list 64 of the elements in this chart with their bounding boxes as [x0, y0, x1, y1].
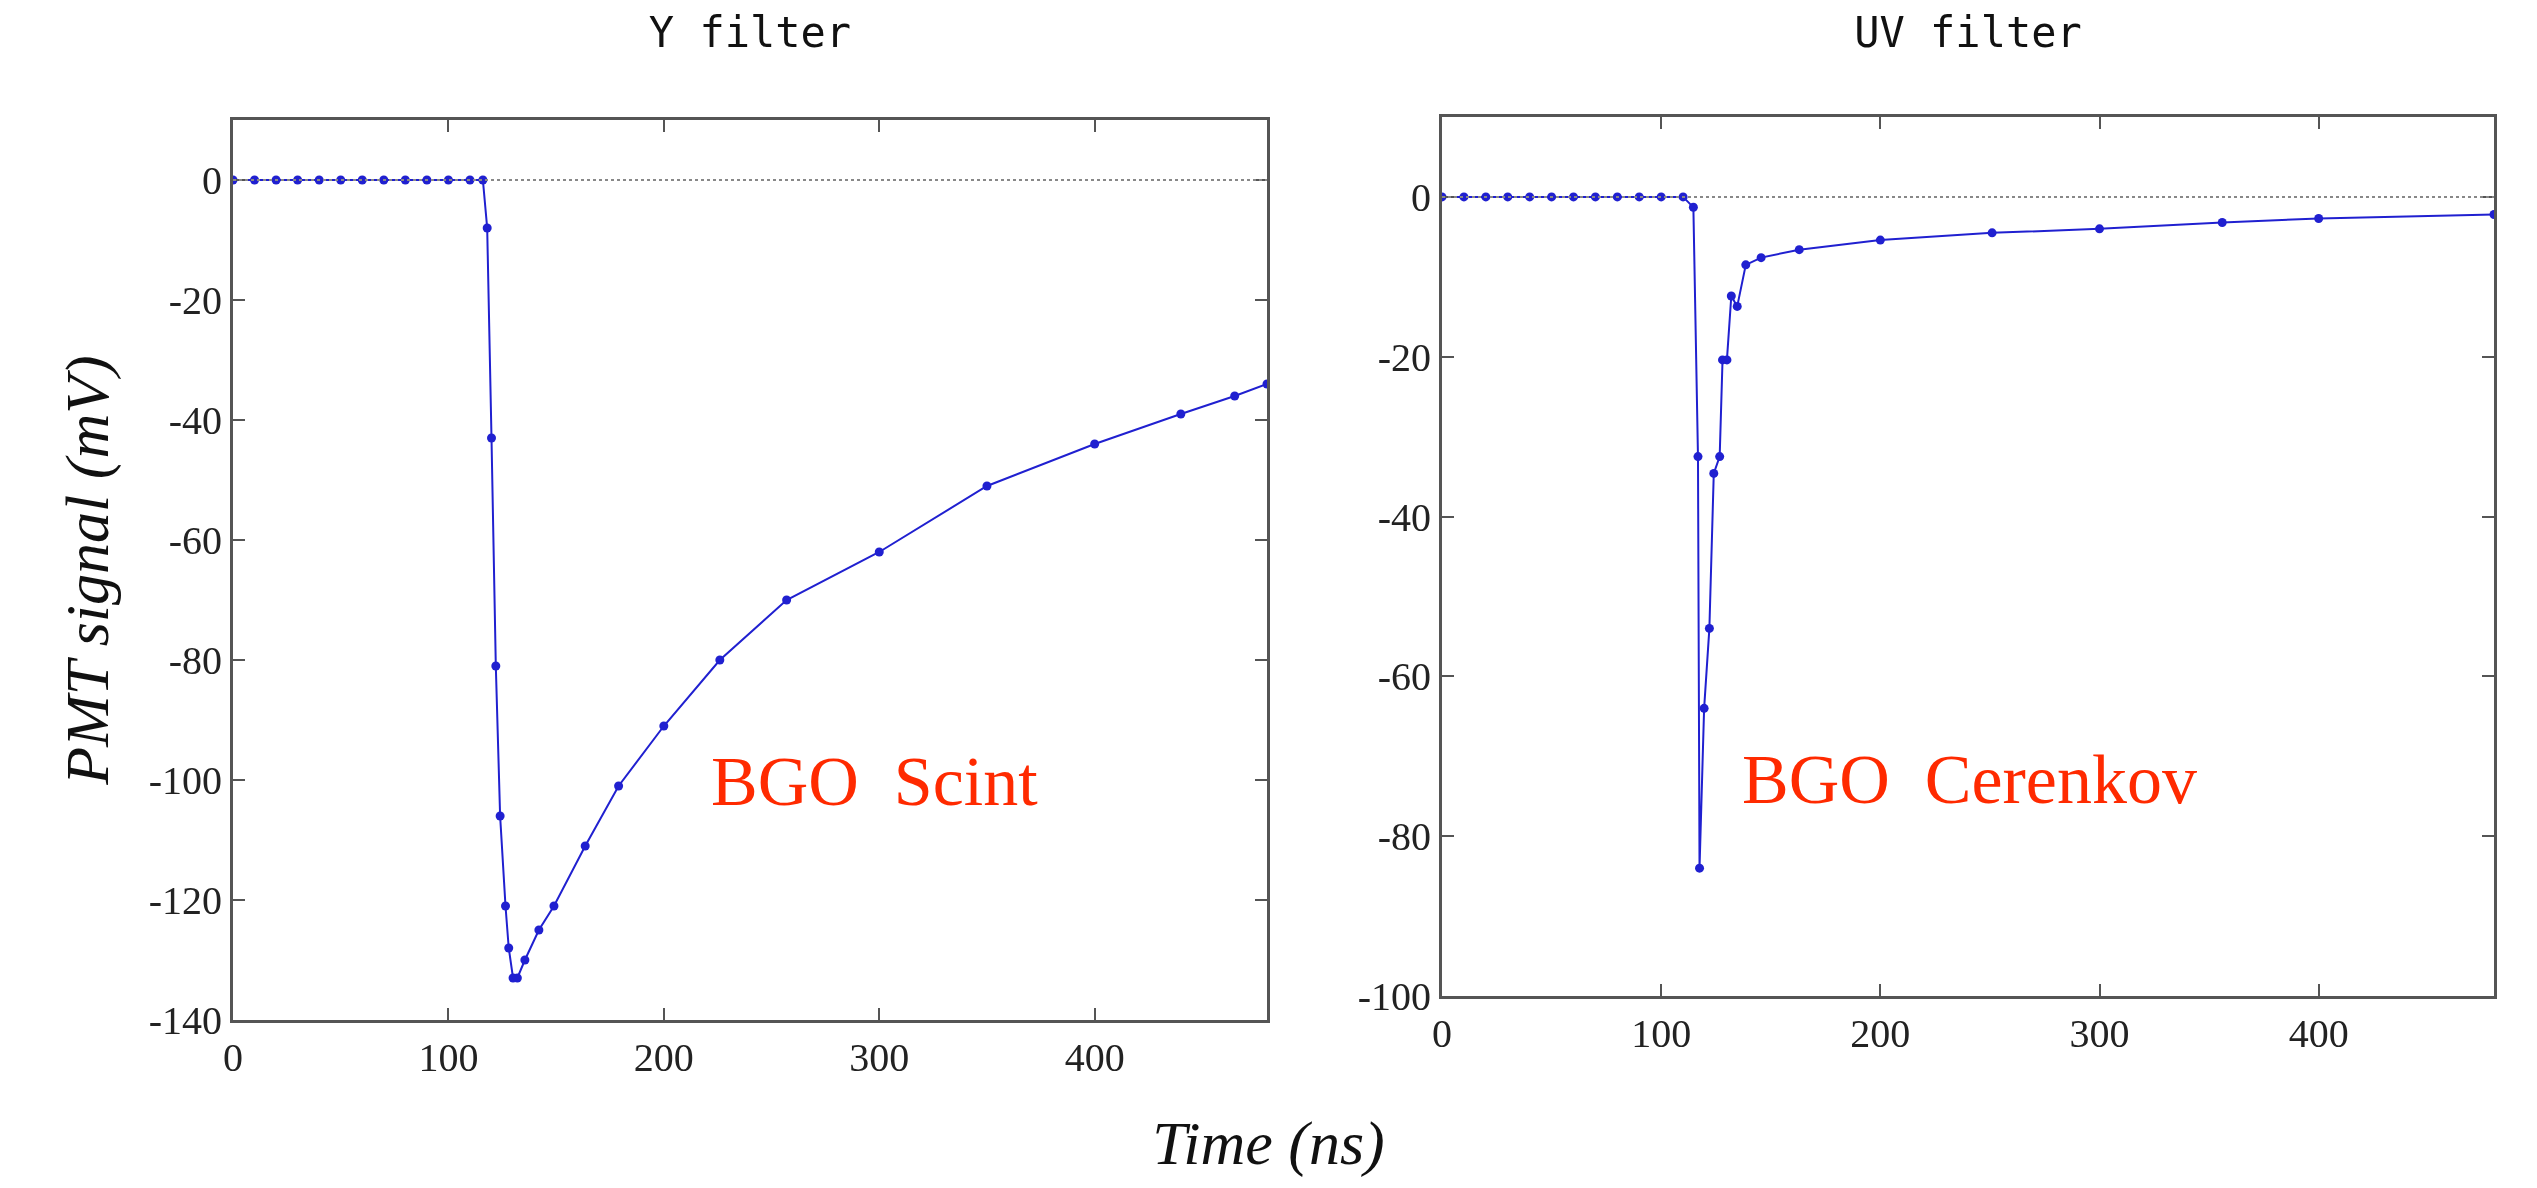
- point: [1726, 291, 1736, 301]
- point: [1987, 228, 1997, 238]
- point: [1741, 260, 1751, 270]
- point: [982, 481, 992, 491]
- point: [1695, 863, 1705, 873]
- point: [1230, 391, 1240, 401]
- y-tick-label: 0: [1411, 174, 1431, 220]
- y-tick-label: -140: [148, 998, 222, 1043]
- point: [715, 655, 725, 665]
- x-tick-label: 400: [1064, 1035, 1125, 1080]
- point: [1688, 202, 1698, 212]
- x-tick-label: 200: [1850, 1011, 1911, 1056]
- point: [2217, 217, 2227, 227]
- point: [487, 433, 496, 443]
- point: [491, 661, 501, 671]
- point: [659, 721, 669, 731]
- point: [614, 781, 624, 791]
- point: [1699, 703, 1709, 713]
- point: [1693, 452, 1703, 462]
- point: [520, 955, 530, 965]
- point: [1090, 439, 1100, 449]
- point: [534, 925, 544, 935]
- annotation: BGO Cerenkov: [1742, 741, 2197, 818]
- y-tick-label: -40: [168, 398, 222, 443]
- y-tick-label: -100: [1357, 974, 1431, 1019]
- y-tick-label: -20: [168, 278, 222, 323]
- point: [1709, 468, 1719, 478]
- y-tick-label: -60: [1377, 654, 1431, 700]
- point: [549, 901, 559, 911]
- x-tick-label: 300: [849, 1035, 910, 1080]
- y-tick-label: -40: [1377, 494, 1431, 540]
- point: [2314, 213, 2324, 223]
- x-tick-label: 400: [2288, 1011, 2349, 1056]
- y-axis-title: PMT signal (mV): [53, 355, 123, 786]
- y-tick-label: -20: [1377, 334, 1431, 380]
- y-tick-label: -60: [168, 518, 222, 563]
- x-tick-label: 300: [2069, 1011, 2130, 1056]
- point: [1732, 301, 1742, 311]
- point: [2095, 224, 2104, 234]
- point: [1756, 253, 1766, 263]
- y-tick-label: -80: [1377, 814, 1431, 860]
- point: [1875, 235, 1885, 245]
- chart-title: UV filter: [1854, 8, 2082, 58]
- annotation: BGO Scint: [711, 743, 1039, 820]
- x-tick-label: 200: [633, 1035, 694, 1080]
- point: [1704, 623, 1714, 633]
- point: [782, 595, 792, 605]
- point: [501, 901, 510, 911]
- y-tick-label: -100: [148, 758, 222, 803]
- point: [1176, 409, 1186, 419]
- point: [580, 841, 590, 851]
- x-axis-title: Time (ns): [1151, 1108, 1386, 1179]
- point: [1715, 452, 1725, 462]
- y-tick-label: 0: [202, 158, 222, 203]
- point: [495, 811, 505, 821]
- x-tick-label: 100: [1631, 1011, 1692, 1056]
- point: [1794, 245, 1804, 255]
- x-tick-label: 100: [418, 1035, 479, 1080]
- point: [482, 223, 492, 233]
- y-tick-label: -80: [168, 638, 222, 683]
- point: [874, 547, 884, 557]
- chart-title: Y filter: [648, 8, 852, 58]
- y-tick-label: -120: [148, 878, 222, 923]
- point: [504, 943, 514, 953]
